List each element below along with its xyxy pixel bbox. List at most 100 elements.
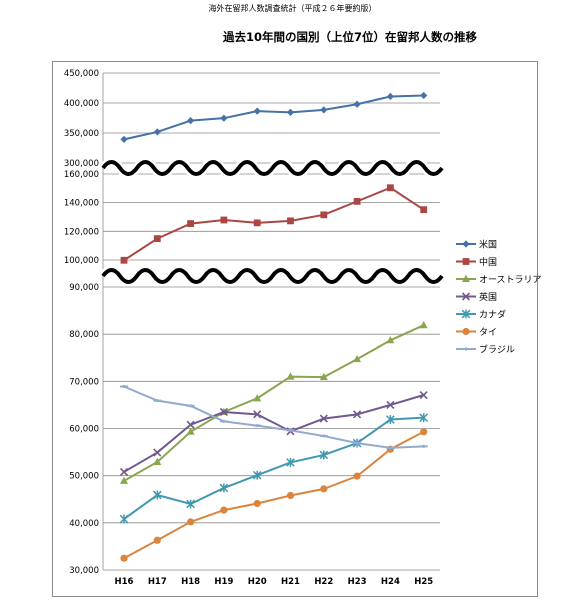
data-point (386, 336, 395, 344)
legend-swatch-marker (462, 274, 470, 282)
legend-item: 米国 (456, 239, 497, 251)
series-米国 (120, 91, 428, 143)
data-point (419, 444, 428, 448)
data-point (286, 458, 295, 467)
data-point (386, 92, 394, 101)
data-point (219, 419, 228, 423)
legend-swatch-marker (461, 292, 471, 301)
data-point (387, 184, 394, 192)
series-line (123, 394, 424, 473)
axis-break-lower (101, 268, 444, 284)
data-point (253, 394, 262, 402)
data-point (320, 485, 328, 493)
data-point (320, 106, 328, 114)
legend-item: タイ (456, 327, 497, 338)
series-中国 (120, 184, 428, 264)
legend-label: カナダ (479, 309, 506, 321)
y-tick-label: 120,000 (64, 227, 99, 237)
data-point (120, 256, 128, 264)
data-point (220, 506, 228, 514)
data-point (319, 450, 329, 460)
x-tick-label: H25 (414, 577, 433, 587)
data-point (286, 428, 295, 432)
y-tick-label: 450,000 (64, 69, 99, 79)
y-tick-label: 40,000 (69, 519, 99, 529)
data-point (119, 514, 129, 524)
series-line (123, 94, 424, 141)
data-point (319, 434, 328, 438)
data-point (220, 216, 228, 224)
data-point (253, 219, 261, 227)
axis-break-upper (101, 160, 444, 176)
legend-swatch-marker (462, 327, 470, 336)
legend-label: 英国 (479, 291, 497, 303)
x-tick-label: H24 (381, 577, 400, 587)
data-point (386, 400, 395, 409)
series-line (123, 324, 425, 482)
y-tick-label: 80,000 (69, 330, 99, 340)
y-tick-label: 90,000 (69, 283, 99, 293)
legend-item: ブラジル (456, 344, 515, 356)
legend-label: タイ (479, 327, 497, 338)
data-point (353, 441, 362, 445)
data-point (187, 117, 195, 125)
series-line (123, 186, 425, 262)
data-point (186, 499, 195, 509)
y-tick-label: 50,000 (69, 472, 99, 482)
data-point (420, 206, 428, 214)
x-tick-label: H23 (348, 577, 367, 587)
data-point (186, 427, 195, 435)
data-point (253, 424, 262, 428)
data-point (252, 470, 262, 480)
y-tick-label: 160,000 (64, 170, 99, 180)
y-tick-label: 100,000 (64, 256, 99, 266)
data-point (353, 354, 362, 363)
data-point (353, 197, 361, 205)
y-tick-label: 300,000 (64, 159, 99, 169)
x-tick-label: H17 (148, 577, 167, 587)
data-point (420, 428, 428, 436)
x-tick-label: H20 (248, 577, 267, 587)
legend-swatch-marker (462, 240, 470, 248)
data-point (353, 410, 362, 419)
x-tick-label: H21 (281, 577, 300, 587)
data-point (253, 499, 261, 508)
legend-item: 英国 (456, 291, 497, 303)
series-line (123, 385, 424, 449)
series-カナダ (119, 413, 429, 524)
legend-item: 中国 (456, 256, 497, 268)
data-point (219, 407, 228, 417)
data-point (153, 448, 162, 457)
data-point (153, 457, 162, 465)
series-line (123, 430, 425, 560)
data-point (386, 446, 395, 450)
series-英国 (119, 390, 428, 476)
legend-swatch-marker (462, 347, 470, 351)
data-point (152, 490, 162, 500)
data-point (286, 491, 295, 500)
y-tick-label: 30,000 (69, 566, 99, 576)
report-caption: 海外在留邦人数調査統計（平成２６年要約版） (208, 4, 377, 13)
series-ブラジル (120, 385, 428, 450)
data-point (253, 107, 261, 115)
data-point (419, 321, 428, 329)
data-point (120, 385, 128, 389)
chart-frame (52, 61, 538, 597)
data-point (287, 217, 294, 225)
data-point (253, 410, 262, 419)
data-point (419, 413, 429, 423)
legend-label: 米国 (479, 239, 497, 251)
x-tick-label: H18 (181, 577, 200, 587)
data-point (319, 372, 328, 381)
data-point (153, 128, 161, 136)
x-tick-label: H19 (214, 577, 233, 587)
data-point (153, 399, 162, 403)
data-point (120, 476, 128, 484)
y-tick-label: 350,000 (64, 129, 99, 139)
data-point (186, 420, 195, 429)
data-point (186, 404, 195, 408)
data-point (153, 235, 161, 243)
data-point (319, 414, 328, 423)
data-point (286, 372, 295, 380)
